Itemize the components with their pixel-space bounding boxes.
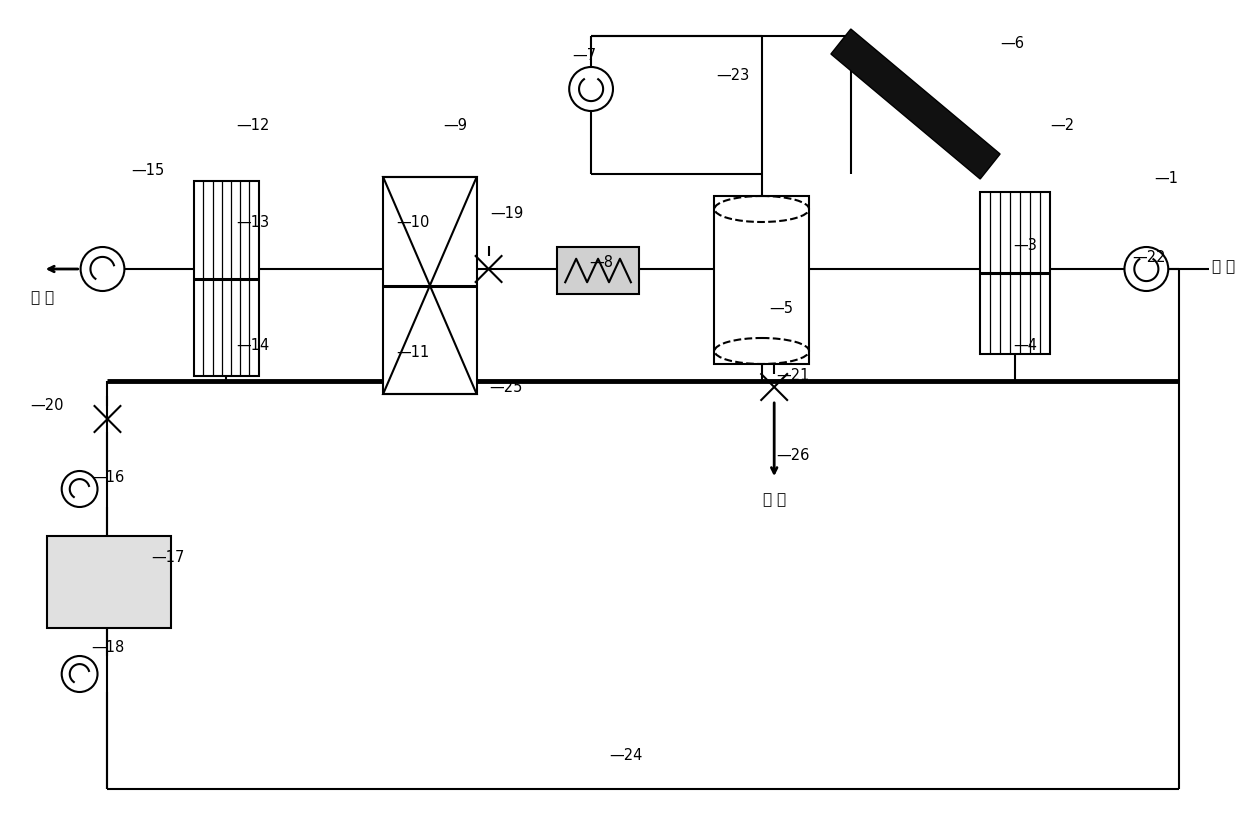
Circle shape — [81, 248, 124, 291]
Text: —16: —16 — [92, 470, 125, 485]
Text: —6: —6 — [1001, 36, 1024, 51]
Bar — [557, 248, 639, 295]
Text: —1: —1 — [1154, 171, 1178, 185]
Bar — [980, 193, 1050, 354]
Text: —3: —3 — [1013, 237, 1037, 253]
Text: —18: —18 — [92, 640, 125, 655]
Text: —25: —25 — [490, 380, 523, 395]
Text: —21: —21 — [776, 367, 810, 382]
Text: —7: —7 — [572, 47, 596, 62]
Text: —14: —14 — [236, 337, 269, 352]
Text: —24: —24 — [609, 747, 642, 762]
Text: —10: —10 — [396, 214, 429, 229]
Text: —11: —11 — [396, 344, 429, 359]
Bar — [193, 182, 259, 377]
Bar — [47, 537, 171, 628]
Text: —26: —26 — [776, 447, 810, 462]
Text: 放 空: 放 空 — [31, 290, 55, 305]
Circle shape — [62, 471, 98, 508]
Text: —2: —2 — [1050, 118, 1074, 132]
Polygon shape — [831, 30, 1001, 180]
Text: 放 空: 放 空 — [763, 491, 786, 507]
Text: —22: —22 — [1132, 249, 1166, 264]
Text: —19: —19 — [491, 205, 523, 220]
Text: —23: —23 — [717, 67, 750, 83]
Circle shape — [569, 68, 613, 112]
Circle shape — [1125, 248, 1168, 291]
Bar — [714, 197, 808, 364]
Circle shape — [62, 657, 98, 692]
Text: —9: —9 — [443, 118, 466, 132]
Text: —8: —8 — [589, 254, 613, 269]
Text: —12: —12 — [236, 118, 269, 132]
Text: —15: —15 — [131, 162, 165, 177]
Text: —17: —17 — [151, 550, 185, 565]
Text: —13: —13 — [236, 214, 269, 229]
Bar — [383, 178, 476, 394]
Text: 进 气: 进 气 — [1211, 259, 1235, 274]
Text: —4: —4 — [1013, 337, 1037, 352]
Text: —20: —20 — [30, 397, 63, 412]
Text: —5: —5 — [769, 300, 794, 315]
